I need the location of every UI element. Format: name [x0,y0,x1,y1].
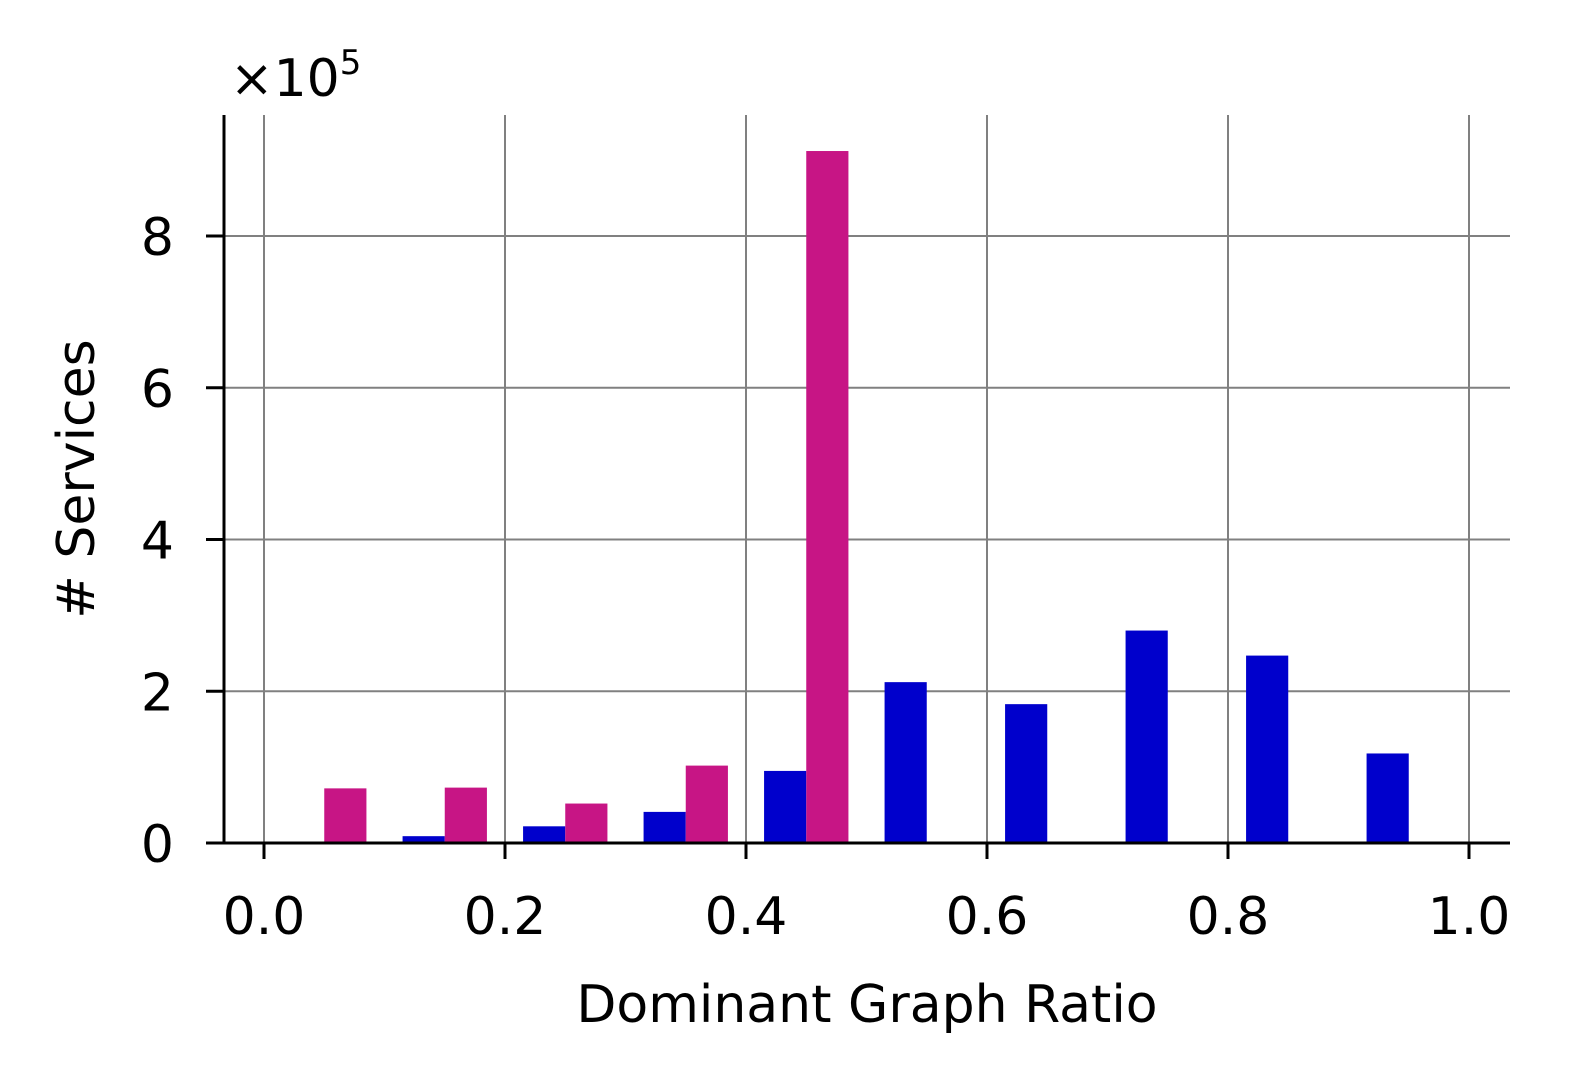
y-axis-label: # Services [47,339,107,618]
y-tick-label: 4 [141,512,174,572]
bars [324,151,1409,843]
y-axis-multiplier: ×105 [230,43,361,109]
magenta-bar [806,151,849,843]
grid [224,115,1510,843]
y-tick-label: 6 [141,360,174,420]
magenta-bar [565,803,608,843]
blue-bar [1366,753,1409,843]
x-tick-label: 0.0 [223,887,306,947]
blue-bar [1125,630,1168,843]
blue-bar [764,770,807,843]
blue-bar [402,836,445,843]
multiplier-exponent: 5 [340,43,362,83]
blue-bar [523,826,566,843]
x-tick-label: 0.8 [1187,887,1270,947]
magenta-bar [324,788,367,843]
y-tick-label: 2 [141,663,174,723]
blue-bar [1246,655,1289,843]
y-tick-label: 0 [141,815,174,875]
magenta-bar [685,765,728,843]
axes [222,115,1510,845]
x-tick-label: 1.0 [1428,887,1511,947]
x-tick-label: 0.6 [946,887,1029,947]
multiplier-base: ×10 [230,49,340,109]
x-tick-label: 0.4 [705,887,788,947]
blue-bar [884,682,927,843]
x-tick-label: 0.2 [464,887,547,947]
ticks: 0.0 0.2 0.4 0.6 0.8 1.0 0 2 4 6 8 [141,208,1510,947]
blue-bar [1005,704,1048,843]
blue-bar [643,811,686,843]
magenta-bar [444,787,487,843]
x-axis-label: Dominant Graph Ratio [576,975,1157,1035]
y-tick-label: 8 [141,208,174,268]
